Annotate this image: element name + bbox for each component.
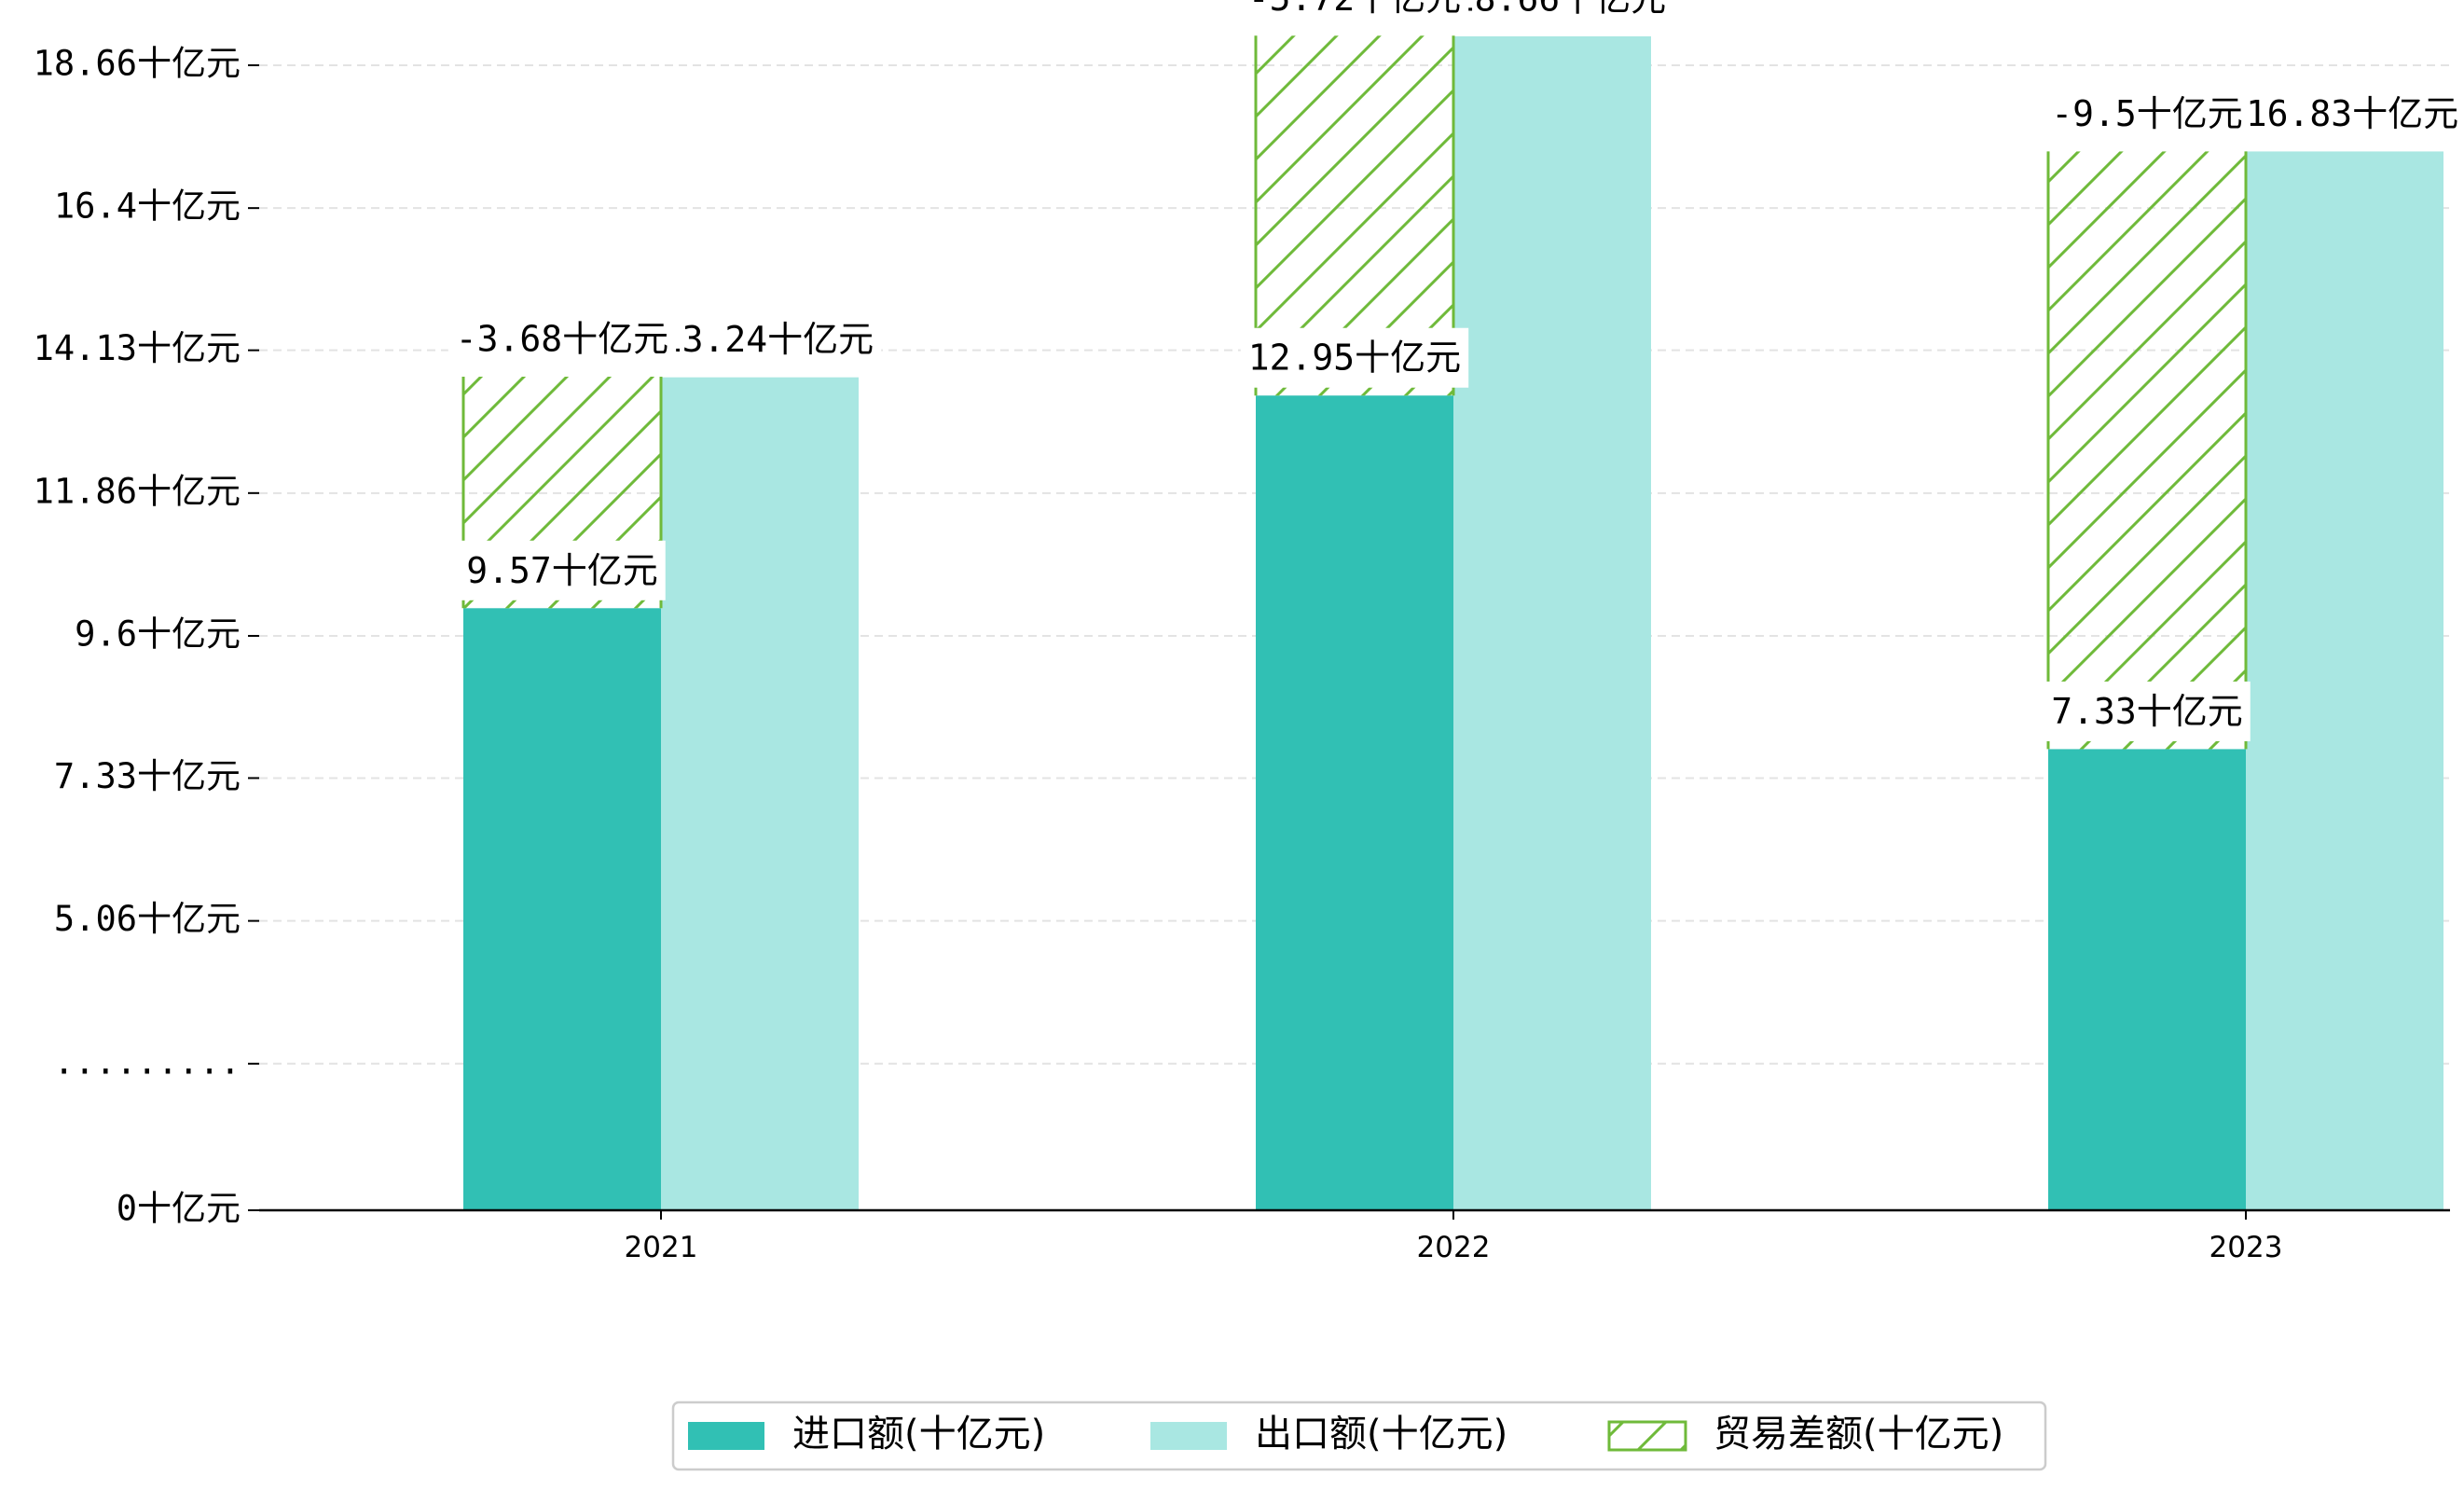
- legend-item-balance-swatch: [1607, 1420, 1687, 1452]
- balance-value-label-bg: [2044, 83, 2251, 144]
- legend-item-balance-label: 贸易差额(十亿元): [1714, 1413, 2003, 1456]
- export-value-label-bg: [653, 310, 882, 370]
- legend-item-import-swatch: [688, 1422, 764, 1450]
- x-tick-label: 2023: [2209, 1231, 2283, 1264]
- export-value-label: 13.24十亿元: [661, 319, 874, 360]
- export-value-label: 18.66十亿元: [1453, 0, 1666, 19]
- import-value-label: 12.95十亿元: [1248, 338, 1461, 379]
- legend-frame: [671, 1400, 2047, 1471]
- y-tick-label: 9.6十亿元: [75, 614, 241, 654]
- balance-value-label: -5.72十亿元: [1248, 0, 1461, 19]
- export-bar: [1453, 35, 1651, 1210]
- import-value-label-bg: [1240, 327, 1469, 388]
- balance-bar-hatch: [2048, 151, 2246, 750]
- import-value-label-bg: [2044, 681, 2251, 741]
- y-tick-label: .........: [54, 1042, 241, 1082]
- legend-item-export-label: 出口额(十亿元): [1255, 1413, 1507, 1456]
- x-tick-label: 2021: [625, 1231, 698, 1264]
- y-tick-label: 16.4十亿元: [54, 186, 241, 227]
- axes: 0十亿元......... 5.06十亿元 7.33十亿元 9.6十亿元 11.86十亿…: [34, 44, 2450, 1264]
- balance-value-label: -9.5十亿元: [2051, 93, 2243, 134]
- import-bar: [2048, 749, 2246, 1210]
- export-bar: [661, 377, 859, 1211]
- export-value-label-bg: [2237, 83, 2464, 144]
- export-value-label: 16.83十亿元: [2246, 93, 2458, 134]
- balance-value-label-bg: [447, 309, 677, 369]
- import-bar: [463, 608, 661, 1210]
- import-value-label: 7.33十亿元: [2051, 691, 2243, 732]
- y-tick-label: 11.86十亿元: [34, 471, 241, 511]
- export-value-label-bg: [1445, 0, 1674, 29]
- y-tick-label: 0十亿元: [117, 1189, 241, 1229]
- y-tick-label: 7.33十亿元: [54, 756, 241, 796]
- x-tick-label: 2022: [1417, 1231, 1491, 1264]
- balance-value-label: -3.68十亿元: [456, 318, 668, 359]
- legend-item-import-label: 进口额(十亿元): [792, 1413, 1045, 1456]
- export-bar: [2246, 151, 2443, 1210]
- data-labels: 13.24十亿元-3.68十亿元 9.57十亿元 18.66十亿元-5.72十亿元 1…: [447, 0, 2464, 741]
- legend: 进口额(十亿元) 出口额(十亿元) 贸易差额(十亿元): [671, 1400, 2047, 1471]
- import-value-label-bg: [459, 540, 666, 600]
- y-tick-label: 14.13十亿元: [34, 328, 241, 368]
- legend-item-export-swatch: [1150, 1422, 1227, 1450]
- import-value-label: 9.57十亿元: [466, 550, 658, 591]
- y-tick-label: 5.06十亿元: [54, 899, 241, 939]
- y-tick-label: 18.66十亿元: [34, 44, 241, 84]
- import-bar: [1256, 395, 1453, 1210]
- balance-value-label-bg: [1240, 0, 1469, 28]
- bar-marks: [461, 35, 2443, 1211]
